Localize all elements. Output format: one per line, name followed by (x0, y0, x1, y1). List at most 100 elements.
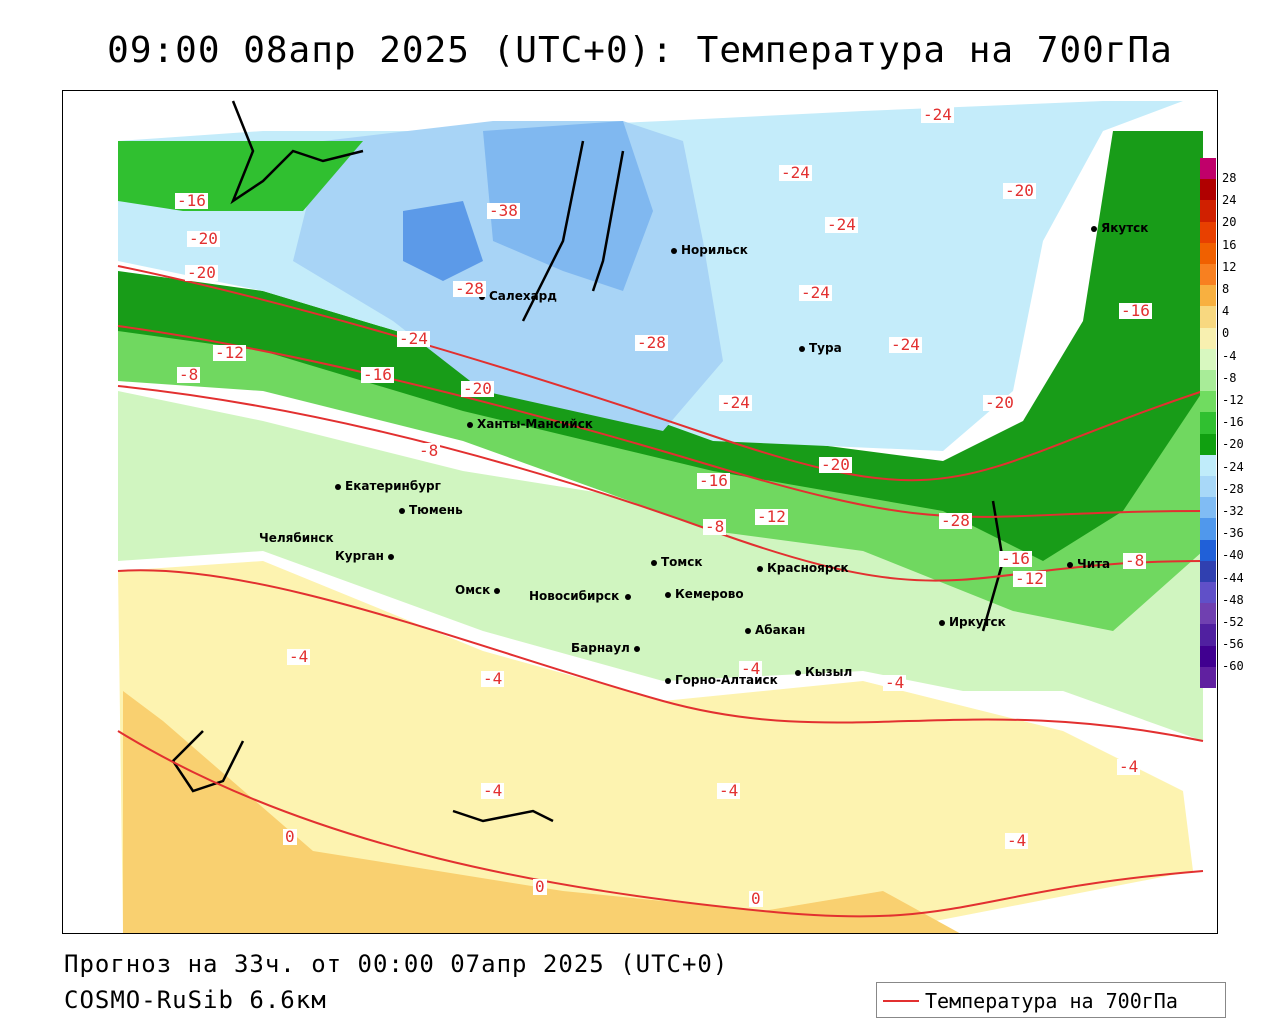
colorbar-segment (1200, 306, 1216, 329)
contour-label: -24 (397, 329, 430, 348)
contour-label: -8 (1123, 551, 1147, 570)
colorbar-tick-label: -56 (1222, 637, 1244, 652)
map-fields (63, 91, 1217, 933)
colorbar-tick-label: -4 (1222, 348, 1237, 363)
isotherm-line (117, 730, 1204, 918)
colorbar-segment (1200, 603, 1216, 625)
contour-label: -8 (417, 441, 441, 460)
city-irkutsk: Иркутск (939, 615, 1006, 629)
contour-label: -28 (939, 511, 972, 530)
contour-label: -24 (921, 105, 954, 124)
city-omsk: Омск (455, 583, 504, 597)
city-tyumen: Тюмень (399, 503, 463, 517)
colorbar-tick-label: -32 (1222, 504, 1244, 518)
city-krasnoyarsk: Красноярск (757, 561, 849, 575)
contour-label: -28 (453, 279, 486, 298)
city-chita: Чита (1067, 557, 1110, 571)
contour-label: 0 (283, 827, 297, 846)
contour-label: -4 (287, 647, 311, 666)
colorbar-segment (1200, 264, 1216, 286)
contour-label: -16 (999, 549, 1032, 568)
city-khanty-mansiysk: Ханты-Мансийск (467, 417, 593, 431)
isotherm-line (117, 569, 1204, 742)
city-tura: Тура (799, 341, 842, 355)
city-kurgan: Курган (335, 549, 398, 563)
contour-label: -12 (1013, 569, 1046, 588)
city-chelyabinsk: Челябинск (259, 531, 334, 545)
isotherm-line (117, 265, 1204, 482)
contour-label: -4 (481, 669, 505, 688)
colorbar-tick-label: -44 (1222, 570, 1244, 585)
city-kyzyl: Кызыл (795, 665, 852, 679)
contour-label: -8 (177, 365, 201, 384)
isotherm-line (117, 325, 1204, 518)
contour-label: -4 (1117, 757, 1141, 776)
contour-label: -24 (719, 393, 752, 412)
colorbar-segment (1200, 624, 1216, 647)
colorbar-segment (1200, 645, 1216, 668)
colorbar-segment (1200, 327, 1216, 350)
contour-label: -4 (883, 673, 907, 692)
colorbar-segment (1200, 221, 1216, 244)
colorbar-segment (1200, 370, 1216, 392)
colorbar-tick-label: -60 (1222, 659, 1244, 674)
colorbar-tick-label: -36 (1222, 526, 1244, 541)
colorbar-segment (1200, 412, 1216, 435)
colorbar-tick-label: 4 (1222, 304, 1230, 319)
city-norilsk: Норильск (671, 243, 748, 257)
field-orange (123, 691, 960, 933)
colorbar-tick-label: -28 (1222, 481, 1244, 496)
city-novosibirsk: Новосибирск (529, 589, 635, 603)
city-yakutsk: Якутск (1091, 221, 1148, 235)
contour-label: -4 (717, 781, 741, 800)
contour-label: -20 (461, 379, 494, 398)
contour-label: -24 (825, 215, 858, 234)
colorbar-segment (1200, 518, 1216, 541)
colorbar-segment (1200, 433, 1216, 456)
colorbar-segment (1200, 200, 1216, 223)
map-title: 09:00 08апр 2025 (UTC+0): Температура на… (107, 30, 1173, 71)
contour-label: -8 (703, 517, 727, 536)
colorbar-tick-label: -48 (1222, 592, 1244, 607)
colorbar-tick-label: -16 (1222, 415, 1244, 430)
field-yellow (118, 561, 1193, 933)
contour-label: -20 (185, 263, 218, 282)
colorbar-tick-label: 0 (1222, 326, 1230, 341)
colorbar-segment (1200, 285, 1216, 307)
contour-label: -4 (739, 659, 763, 678)
city-barnaul: Барнаул (571, 641, 644, 655)
forecast-info: Прогноз на 33ч. от 00:00 07апр 2025 (UTC… (64, 950, 729, 978)
legend-label: Температура на 700гПа (925, 989, 1178, 1013)
colorbar-tick-label: 20 (1222, 215, 1237, 230)
colorbar-segment (1200, 179, 1216, 201)
contour-label: -16 (361, 365, 394, 384)
field-light-green (118, 391, 1203, 741)
colorbar-tick-label: -12 (1222, 393, 1244, 407)
city-kemerovo: Кемерово (665, 587, 744, 601)
contour-label: -38 (487, 201, 520, 220)
colorbar-segment (1200, 391, 1216, 413)
temperature-map: Якутск Норильск Салехард Тура Ханты-Манс… (62, 90, 1218, 934)
field-mid-blue (483, 121, 653, 291)
contour-label: -4 (481, 781, 505, 800)
contour-label: 0 (533, 877, 547, 896)
colorbar-segment (1200, 666, 1216, 689)
contour-label: -12 (755, 507, 788, 526)
contour-label: -20 (819, 455, 852, 474)
contour-label: -20 (1003, 181, 1036, 200)
colorbar-segment (1200, 158, 1216, 180)
contour-label: -20 (983, 393, 1016, 412)
contour-label: -4 (1005, 831, 1029, 850)
contour-label: 0 (749, 889, 763, 908)
city-salekhard: Салехард (479, 289, 557, 303)
colorbar-tick-label: -20 (1222, 437, 1244, 452)
legend: Температура на 700гПа (876, 982, 1226, 1018)
colorbar-tick-label: 28 (1222, 171, 1237, 185)
contour-label: -28 (635, 333, 668, 352)
colorbar-segment (1200, 454, 1216, 477)
contour-label: -16 (175, 191, 208, 210)
colorbar-tick-label: 12 (1222, 259, 1237, 274)
colorbar-tick-label: -52 (1222, 615, 1244, 629)
colorbar-tick-label: -24 (1222, 459, 1244, 474)
contour-label: -16 (1119, 301, 1152, 320)
